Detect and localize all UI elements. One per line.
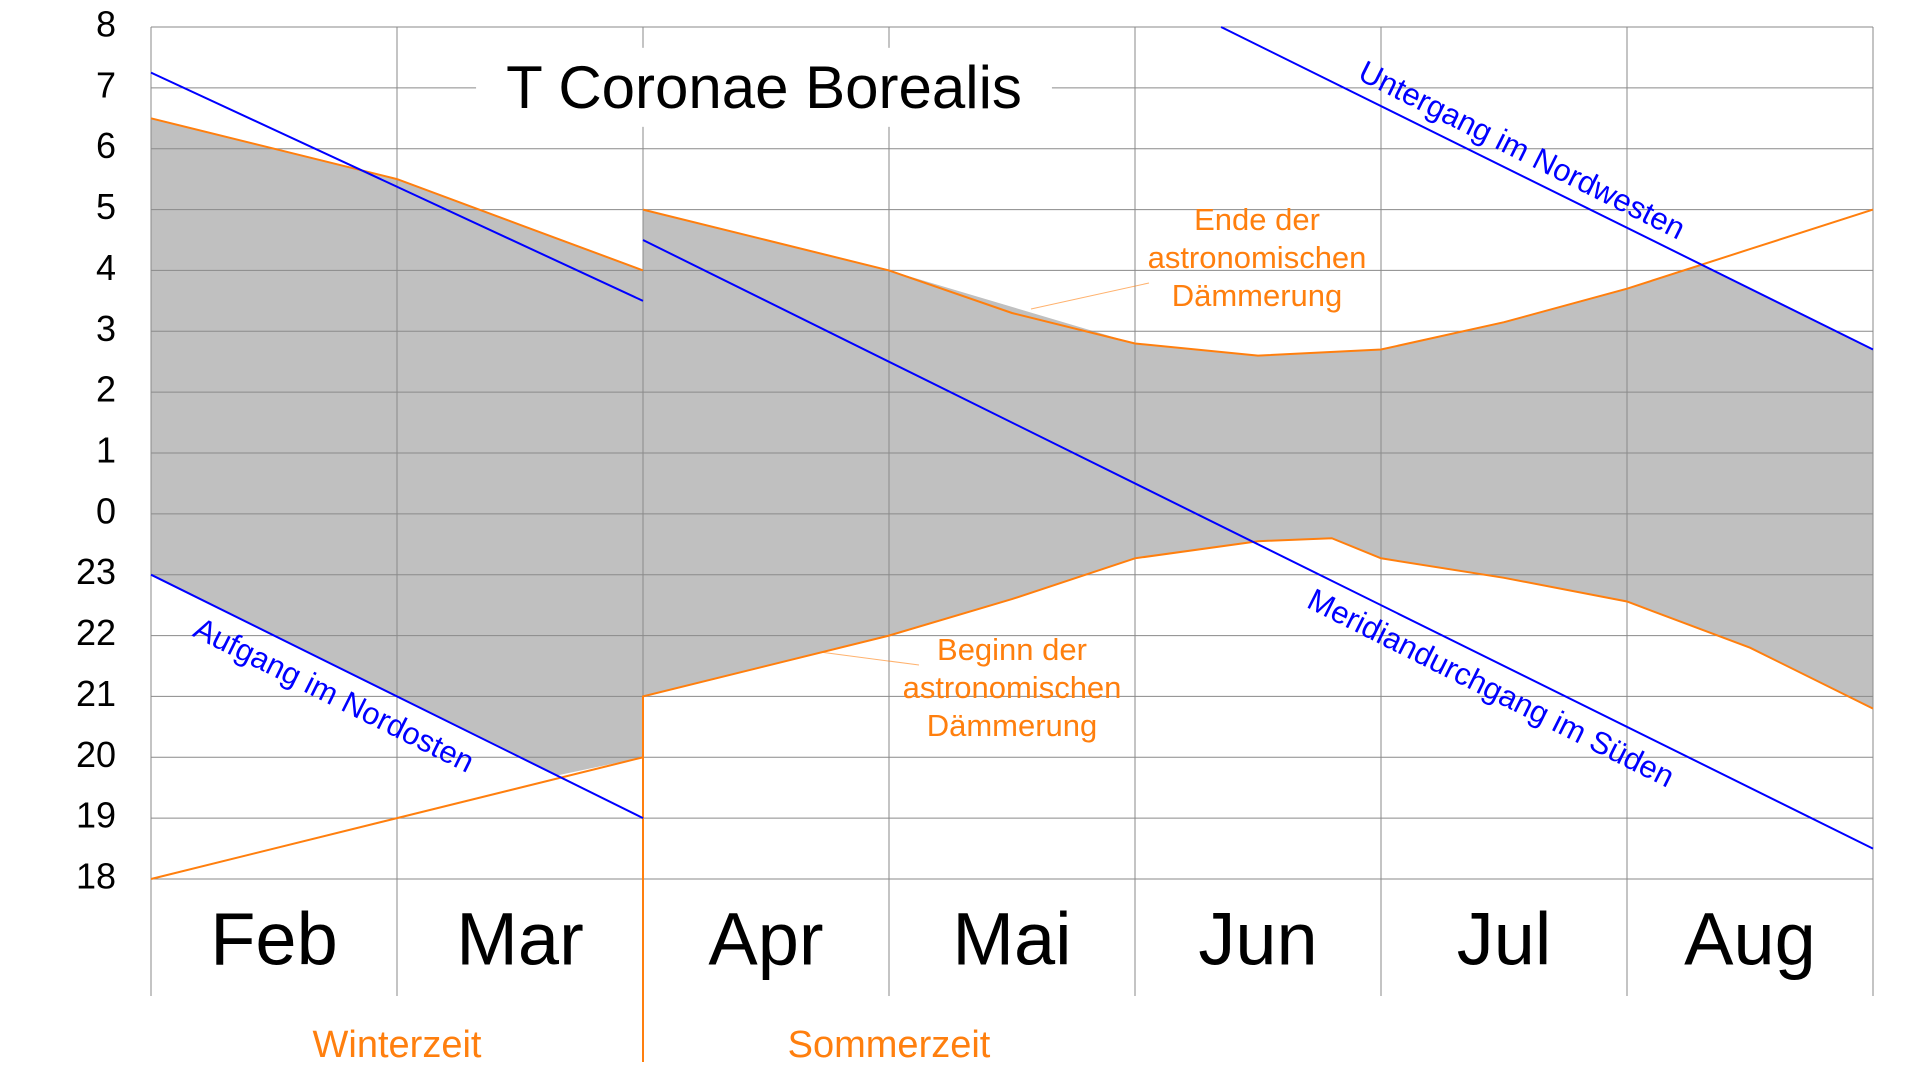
series-annotation: astronomischen bbox=[903, 670, 1122, 705]
x-tick-label: Apr bbox=[708, 898, 823, 981]
x-tick-label: Aug bbox=[1684, 898, 1816, 981]
x-tick-label: Jun bbox=[1198, 898, 1317, 981]
grid-layer bbox=[150, 26, 1874, 996]
y-tick-label: 19 bbox=[76, 795, 116, 836]
x-tick-label: Feb bbox=[210, 898, 338, 981]
y-tick-label: 0 bbox=[96, 490, 116, 531]
series-annotation: Ende der bbox=[1194, 202, 1320, 237]
y-tick-label: 21 bbox=[76, 673, 116, 714]
y-tick-label: 4 bbox=[96, 247, 116, 288]
y-tick-label: 7 bbox=[96, 64, 116, 105]
y-tick-label: 6 bbox=[96, 125, 116, 166]
annotation-leader bbox=[1030, 282, 1150, 310]
y-tick-label: 2 bbox=[96, 369, 116, 410]
series-line bbox=[150, 537, 1874, 880]
series-annotation: Beginn der bbox=[937, 632, 1087, 667]
annotation-leader bbox=[819, 651, 920, 666]
season-label: Sommerzeit bbox=[788, 1024, 991, 1066]
series-line bbox=[150, 117, 1874, 357]
series-annotation: Meridiandurchgang im Süden bbox=[1302, 582, 1680, 795]
series-annotation: Dämmerung bbox=[1172, 278, 1343, 313]
y-tick-label: 23 bbox=[76, 551, 116, 592]
series-line bbox=[150, 573, 644, 819]
line-layer bbox=[150, 26, 1874, 880]
series-line bbox=[150, 71, 1874, 850]
x-tick-label: Mai bbox=[952, 898, 1071, 981]
series-annotation: Untergang im Nordwesten bbox=[1353, 54, 1691, 247]
series-annotation: Dämmerung bbox=[927, 708, 1098, 743]
y-tick-label: 3 bbox=[96, 308, 116, 349]
y-tick-label: 18 bbox=[76, 856, 116, 897]
y-tick-label: 20 bbox=[76, 734, 116, 775]
y-tick-label: 22 bbox=[76, 612, 116, 653]
y-tick-label: 8 bbox=[96, 4, 116, 45]
x-tick-label: Mar bbox=[456, 898, 583, 981]
chart-title: T Coronae Borealis bbox=[506, 54, 1022, 121]
series-line bbox=[1220, 26, 1874, 351]
visibility-area bbox=[151, 118, 1873, 776]
y-tick-label: 5 bbox=[96, 186, 116, 227]
area-layer bbox=[151, 118, 1873, 776]
season-label: Winterzeit bbox=[313, 1024, 482, 1066]
series-annotation: astronomischen bbox=[1148, 240, 1367, 275]
x-tick-label: Jul bbox=[1457, 898, 1552, 981]
title-background bbox=[476, 47, 1052, 127]
y-tick-label: 1 bbox=[96, 430, 116, 471]
